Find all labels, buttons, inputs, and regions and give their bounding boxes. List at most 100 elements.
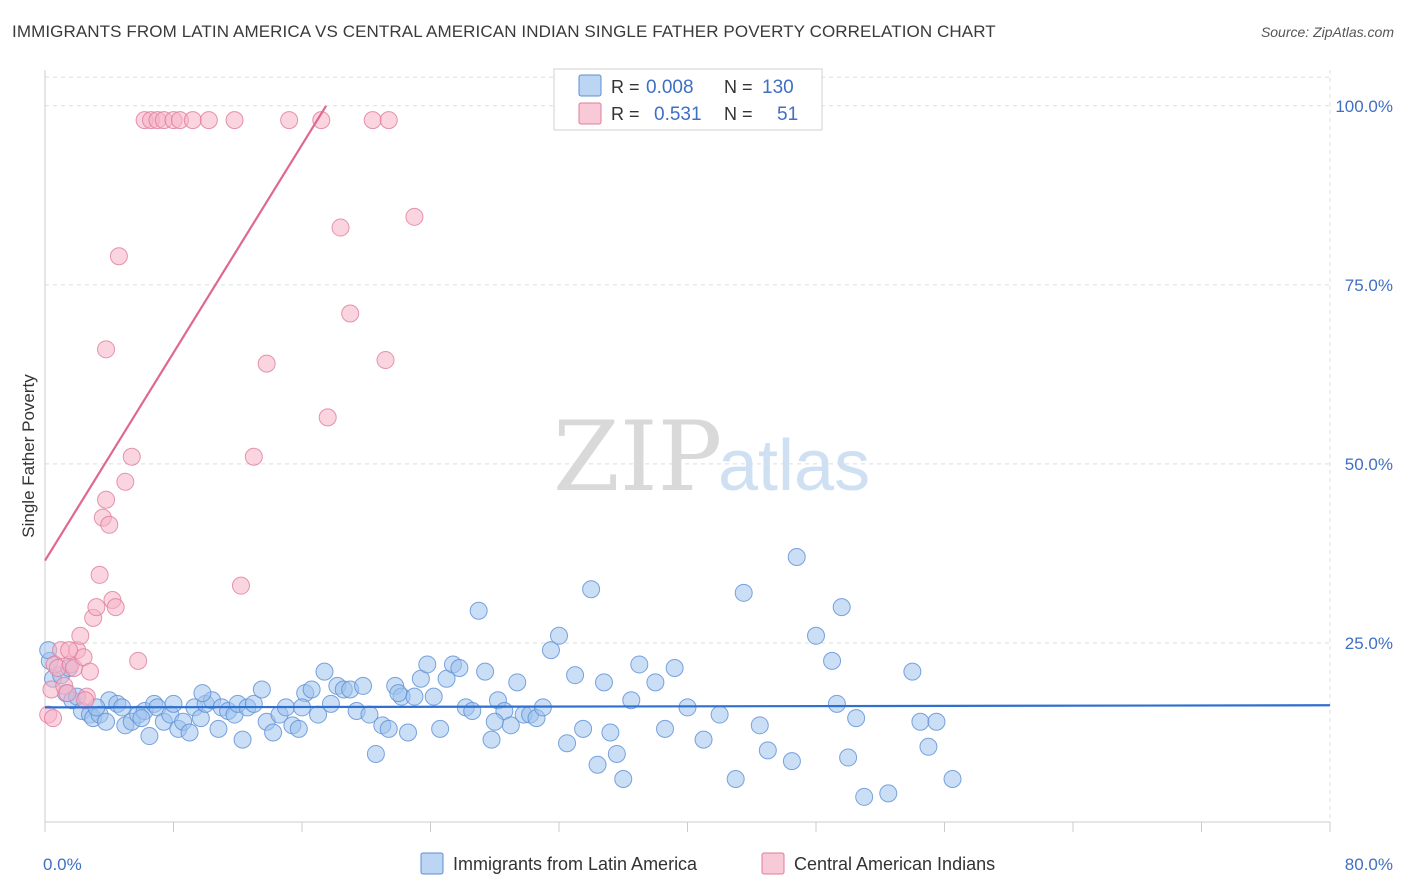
data-point [252, 680, 271, 699]
stats-swatch-blue [578, 74, 602, 97]
data-point [927, 712, 946, 731]
data-point [318, 408, 337, 427]
data-point [574, 719, 593, 738]
data-point [847, 709, 866, 728]
data-point [726, 770, 745, 789]
data-point [257, 354, 276, 373]
data-point [140, 727, 159, 746]
data-point [164, 694, 183, 713]
series-latin-america-points [39, 548, 962, 806]
series-legend: Immigrants from Latin America Central Am… [420, 852, 995, 875]
data-point [431, 719, 450, 738]
data-point [100, 515, 119, 534]
data-point [44, 709, 63, 728]
data-point [132, 709, 151, 728]
x-tick-label: 80.0% [1345, 855, 1393, 874]
data-point [482, 730, 501, 749]
data-point [389, 684, 408, 703]
data-point [363, 111, 382, 130]
data-point [183, 111, 202, 130]
stats-r-value: 0.531 [654, 104, 702, 125]
stats-r-value: 0.008 [646, 77, 694, 98]
data-point [106, 598, 125, 617]
data-point [469, 601, 488, 620]
data-point [694, 730, 713, 749]
data-point [550, 626, 568, 645]
data-point [405, 207, 424, 226]
data-point [463, 701, 482, 720]
data-point [710, 705, 729, 724]
trend-line-latin-america [44, 704, 1331, 709]
data-point [180, 723, 199, 742]
data-point [823, 651, 842, 670]
data-point [665, 659, 684, 678]
data-point [231, 576, 250, 595]
chart-title: IMMIGRANTS FROM LATIN AMERICA VS CENTRAL… [12, 22, 996, 41]
data-point [646, 673, 665, 692]
data-point [418, 655, 437, 674]
stats-row-blue: R = 0.008 N = 130 [578, 74, 794, 98]
data-point [97, 340, 116, 359]
data-point [807, 626, 825, 645]
data-point [129, 651, 148, 670]
data-point [832, 598, 851, 617]
data-point [193, 684, 212, 703]
stats-n-label: N = [724, 77, 753, 97]
stats-legend: R = 0.008 N = 130 R = 0.531 N = 51 [553, 68, 823, 131]
data-point [943, 770, 962, 789]
data-point [331, 218, 350, 237]
data-point [614, 770, 633, 789]
data-point [122, 447, 141, 466]
data-point [399, 723, 418, 742]
stats-n-label: N = [724, 104, 753, 124]
data-point [58, 684, 77, 703]
data-point [80, 662, 99, 681]
data-point [90, 565, 109, 584]
data-point [341, 304, 360, 323]
data-point [782, 752, 801, 771]
legend-swatch-central-american-indians [761, 852, 785, 875]
data-point [787, 548, 806, 567]
data-point [630, 655, 649, 674]
x-tick-label: 0.0% [43, 855, 82, 874]
data-point [97, 712, 116, 731]
data-point [750, 716, 769, 735]
watermark-atlas: atlas [718, 426, 870, 506]
data-point [280, 111, 299, 130]
legend-swatch-latin-america [420, 852, 444, 875]
data-point [566, 666, 585, 685]
data-point [289, 719, 308, 738]
data-point [903, 662, 922, 681]
data-point [71, 626, 90, 645]
data-point [379, 111, 398, 130]
data-point [199, 111, 218, 130]
data-point [541, 641, 560, 660]
legend-label-central-american-indians: Central American Indians [794, 854, 995, 874]
data-point [225, 111, 244, 130]
data-point [233, 730, 252, 749]
stats-n-value: 130 [762, 77, 794, 98]
watermark: ZIP atlas [553, 401, 870, 513]
legend-label-latin-america: Immigrants from Latin America [453, 854, 698, 874]
data-point [366, 744, 385, 763]
data-point [476, 662, 495, 681]
data-point [209, 719, 228, 738]
data-point [622, 691, 641, 710]
data-point [827, 694, 846, 713]
data-point [315, 662, 334, 681]
data-point [109, 247, 128, 266]
data-point [839, 748, 858, 767]
data-point [264, 723, 283, 742]
stats-n-value: 51 [777, 104, 798, 125]
data-point [594, 673, 613, 692]
data-point [508, 673, 527, 692]
trend-lines [44, 105, 1331, 709]
y-tick-label: 100.0% [1335, 97, 1393, 116]
data-point [758, 741, 777, 760]
data-point [76, 691, 95, 710]
data-point [379, 719, 398, 738]
data-point [919, 737, 938, 756]
y-tick-labels: 25.0% 50.0% 75.0% 100.0% [1335, 97, 1393, 653]
stats-swatch-pink [578, 102, 602, 125]
